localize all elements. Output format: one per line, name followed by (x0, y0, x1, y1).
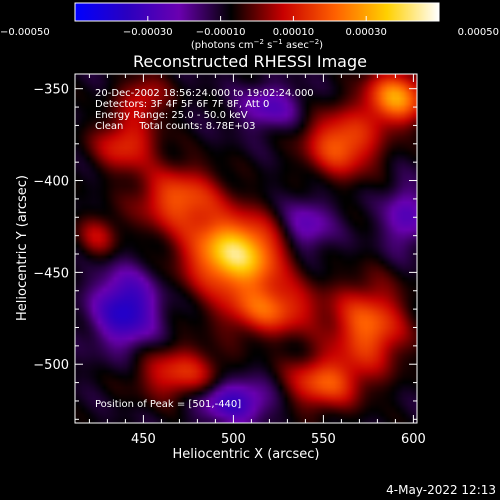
footer-timestamp: 4-May-2022 12:13 (386, 483, 496, 497)
colorbar-swatch (75, 3, 439, 21)
y-axis-ticks: −350 −400 −450 −500 (33, 83, 417, 420)
colorbar: −0.00050 −0.00030 −0.00010 0.00010 0.00030 0.… (0, 2, 499, 51)
plot-frame (74, 73, 418, 424)
colorbar-ticks: −0.00050 −0.00030 −0.00010 0.00010 0.00030 0.… (0, 16, 499, 38)
x-tick-label: 450 (131, 432, 156, 447)
x-axis-label: Heliocentric X (arcsec) (173, 447, 320, 462)
chart-title: Reconstructed RHESSI Image (133, 52, 367, 71)
x-tick-label: 500 (221, 432, 246, 447)
colorbar-unit-label: (photons cm−2 s−1 asec−2) (191, 38, 323, 51)
info-line-energy: Energy Range: 25.0 - 50.0 keV (95, 110, 248, 121)
observation-info: 20-Dec-2002 18:56:24.000 to 19:02:24.000… (95, 88, 314, 132)
x-tick-label: 550 (311, 432, 336, 447)
peak-position-label: Position of Peak = [501,-440] (95, 399, 241, 410)
colorbar-tick-label: 0.00030 (346, 27, 387, 38)
colorbar-tick-label: −0.00010 (196, 27, 246, 38)
info-line-time: 20-Dec-2002 18:56:24.000 to 19:02:24.000 (95, 88, 314, 99)
plot-area (75, 74, 417, 423)
colorbar-tick-label: −0.00050 (0, 27, 50, 38)
y-tick-label: −450 (33, 266, 69, 281)
x-tick-label: 600 (401, 432, 426, 447)
y-tick-label: −500 (33, 358, 69, 373)
x-axis-ticks: 450 500 550 600 (88, 74, 426, 447)
colorbar-tick-label: 0.00010 (273, 27, 314, 38)
colorbar-frame (74, 2, 440, 22)
y-axis-label: Heliocentric Y (arcsec) (15, 175, 30, 321)
y-tick-label: −400 (33, 175, 69, 190)
info-line-clean: Clean Total counts: 8.78E+03 (95, 121, 255, 132)
info-line-detectors: Detectors: 3F 4F 5F 6F 7F 8F, Att 0 (95, 99, 269, 110)
colorbar-tick-label: −0.00030 (123, 27, 173, 38)
y-tick-label: −350 (33, 83, 69, 98)
heatmap-image (75, 74, 417, 423)
colorbar-tick-label: 0.00050 (458, 27, 499, 38)
